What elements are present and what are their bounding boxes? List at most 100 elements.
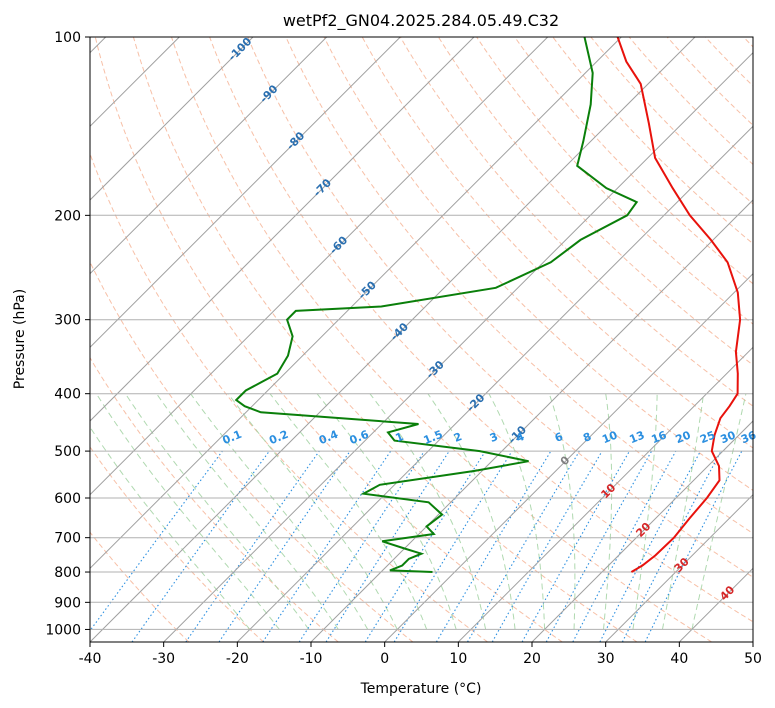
y-tick-label: 700	[54, 531, 81, 547]
dry-adiabat-line	[171, 37, 712, 642]
mixing-ratio-line	[644, 450, 743, 642]
dry-adiabat-line	[132, 37, 638, 642]
x-axis-label: Temperature (°C)	[360, 681, 482, 697]
moist-adiabat-line	[156, 393, 339, 630]
mixing-ratio-line	[90, 450, 223, 632]
moist-adiabat-line	[603, 393, 613, 630]
axis-layer: -40 -30 -20 -10 0 10 20 30 40 50 1000 900 800 700 600 5…	[45, 30, 762, 667]
dry-adiabat-line	[90, 356, 339, 642]
y-tick-label: 600	[54, 491, 81, 507]
y-axis-label: Pressure (hPa)	[12, 289, 28, 389]
isotherm-label: -60	[327, 233, 350, 256]
dry-adiabat-line	[361, 37, 753, 449]
mixing-ratio-label: 36	[739, 428, 758, 446]
isotherm-line	[457, 346, 753, 642]
y-tick-label: 400	[54, 387, 81, 403]
mixing-ratio-label: 3	[488, 430, 500, 445]
x-tick-label: 30	[597, 651, 615, 667]
moist-adiabat-line	[90, 426, 251, 630]
mixing-ratio-line	[621, 450, 722, 642]
isotherm-line	[752, 641, 753, 642]
isotherm-line	[678, 567, 753, 642]
isotherm-line	[90, 37, 401, 349]
dry-adiabat-line	[247, 37, 753, 578]
y-tick-label: 900	[54, 595, 81, 611]
x-tick-label: 50	[744, 651, 762, 667]
mixing-ratio-line	[521, 450, 630, 642]
dry-adiabat-line	[90, 260, 414, 642]
moist-adiabat-line	[95, 393, 280, 630]
mixing-ratio-line	[185, 450, 320, 642]
mixing-ratio-label: 1.5	[422, 428, 445, 447]
mixing-ratio-line	[572, 450, 677, 642]
dry-adiabat-line	[285, 37, 753, 535]
mixing-ratio-line	[435, 450, 552, 642]
dry-adiabat-line	[590, 37, 753, 205]
mixing-ratio-line	[545, 450, 653, 642]
mixing-ratio-line	[325, 450, 450, 642]
isotherm-line	[90, 37, 622, 570]
dry-adiabat-line	[90, 152, 488, 642]
isotherm-label: -30	[424, 358, 447, 381]
isotherm-line	[90, 37, 696, 642]
moist-adiabat-line	[548, 393, 576, 630]
y-tick-label: 1000	[45, 622, 81, 638]
x-tick-label: -30	[152, 651, 175, 667]
mixing-ratio-label: 0.2	[267, 428, 290, 447]
dry-adiabat-line	[476, 37, 753, 325]
mixing-ratio-label: 10	[600, 428, 619, 446]
x-tick-label: 40	[670, 651, 688, 667]
x-tick-label: 0	[380, 651, 389, 667]
isotherm-line	[605, 493, 753, 642]
isotherm-line	[310, 199, 753, 642]
mixing-ratio-label: 30	[718, 428, 737, 446]
mixing-ratio-line	[298, 450, 425, 642]
grid-layer	[90, 37, 753, 642]
y-tick-label: 200	[54, 208, 81, 224]
x-tick-label: -20	[226, 651, 249, 667]
mixing-ratio-label: 0.1	[221, 428, 244, 447]
mixing-ratio-label: 13	[627, 429, 646, 447]
mixing-ratio-label: 16	[649, 428, 668, 446]
mixing-ratio-label: 2	[452, 430, 464, 445]
y-tick-label: 800	[54, 565, 81, 581]
line-label-layer: -100-90-80-70-60-50-40-30-20-10010203040…	[221, 35, 759, 604]
mixing-ratio-label: 25	[698, 429, 717, 447]
y-tick-label: 300	[54, 313, 81, 329]
dry-adiabat-line	[399, 37, 753, 407]
y-tick-label: 100	[54, 30, 81, 46]
x-tick-label: 10	[449, 651, 467, 667]
dry-adiabat-line	[323, 37, 753, 491]
x-tick-label: -10	[300, 651, 323, 667]
x-tick-label: 20	[523, 651, 541, 667]
moist-adiabat-line	[227, 393, 398, 630]
plot-frame	[89, 36, 754, 643]
mixing-ratio-line	[262, 450, 392, 642]
isotherm-line	[90, 37, 328, 275]
dewpoint-profile-line	[234, 37, 639, 573]
moist-adiabat-line	[369, 393, 487, 630]
chart-title: wetPf2_GN04.2025.284.05.49.C32	[283, 11, 559, 31]
series-layer	[234, 37, 742, 573]
isotherm-line	[236, 125, 753, 642]
isotherm-line	[531, 420, 753, 642]
mixing-ratio-label: 8	[581, 430, 593, 445]
mixing-ratio-line	[131, 450, 270, 642]
mixing-ratio-line	[599, 450, 701, 642]
dry-adiabat-line	[514, 37, 753, 285]
isotherm-line	[384, 272, 753, 642]
y-tick-label: 500	[54, 444, 81, 460]
mixing-ratio-label: 1	[394, 430, 406, 445]
dry-adiabat-line	[743, 37, 753, 48]
mixing-ratio-label: 20	[674, 428, 693, 446]
dry-adiabat-line	[94, 37, 563, 642]
dry-adiabat-line	[90, 531, 190, 642]
mixing-ratio-label: 6	[553, 430, 565, 445]
isotherm-line	[163, 51, 753, 642]
isotherm-line	[90, 37, 254, 201]
isotherm-line	[90, 37, 475, 422]
dry-adiabat-line	[437, 37, 753, 366]
dry-adiabat-line	[209, 37, 753, 623]
mixing-ratio-line	[393, 450, 513, 642]
